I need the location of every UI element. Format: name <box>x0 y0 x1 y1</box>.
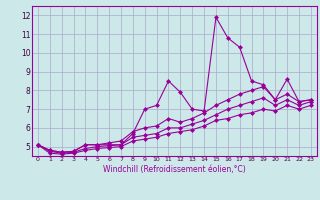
X-axis label: Windchill (Refroidissement éolien,°C): Windchill (Refroidissement éolien,°C) <box>103 165 246 174</box>
